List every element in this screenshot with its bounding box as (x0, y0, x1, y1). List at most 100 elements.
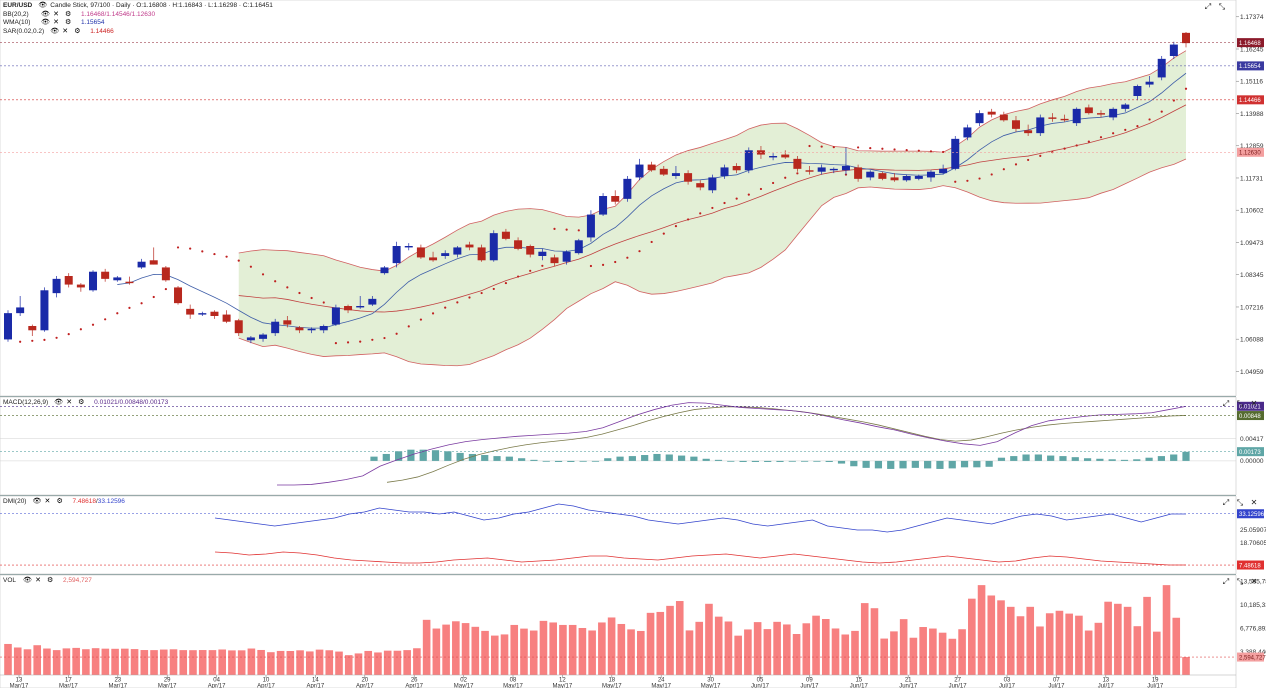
y-tick-label: 1.16245 (1240, 46, 1264, 53)
candle-body (890, 177, 899, 181)
volume-bar (23, 649, 32, 675)
volume-bar (821, 618, 830, 675)
gear-icon[interactable]: ⚙ (74, 27, 81, 35)
candle-body (344, 306, 353, 311)
macd-histogram-bar (456, 452, 464, 461)
y-tick-label: 1.04959 (1240, 369, 1264, 376)
candle-body (101, 271, 110, 279)
gear-icon[interactable]: ⚙ (65, 19, 72, 27)
sar-dot (529, 269, 532, 272)
x-tick-month: May/17 (602, 684, 622, 689)
gear-icon[interactable]: ⚙ (78, 399, 85, 407)
volume-bar (344, 655, 353, 675)
macd-histogram-bar (616, 456, 624, 461)
gear-icon[interactable]: ⚙ (65, 10, 72, 18)
eye-icon[interactable]: 👁 (41, 19, 50, 27)
volume-bar (773, 621, 781, 675)
sar-dot (601, 263, 605, 266)
sar-dot (1027, 158, 1030, 162)
x-tick-month: Jul/17 (1048, 684, 1065, 689)
sar-dot (942, 150, 945, 154)
indicator-name-bb: BB(20,2) (3, 10, 29, 18)
close-icon[interactable]: ✕ (62, 27, 69, 35)
x-tick-day: 04 (213, 678, 220, 684)
sar-dot (541, 264, 544, 267)
y-tick-label: 1.15116 (1240, 79, 1263, 86)
close-icon[interactable]: ✕ (35, 577, 41, 585)
close-icon[interactable]: ✕ (53, 10, 59, 18)
gear-icon[interactable]: ⚙ (47, 577, 54, 585)
close-icon[interactable]: ✕ (1250, 399, 1258, 408)
candle-body (1072, 108, 1081, 124)
restore-icon[interactable]: ⤡ (1218, 2, 1226, 11)
expand-icon[interactable]: ⤢ (1204, 2, 1212, 11)
candle-body (817, 167, 826, 172)
volume-bar (218, 649, 226, 675)
macd-histogram-bar (1182, 451, 1190, 461)
candle-body (76, 284, 85, 288)
minimize-icon[interactable]: ⤡ (1236, 399, 1244, 408)
volume-bar (559, 624, 567, 675)
volume-bar (724, 621, 733, 675)
volume-bar (890, 631, 898, 675)
eye-icon[interactable]: 👁 (50, 27, 60, 35)
pane-divider[interactable] (0, 495, 1236, 496)
volume-bar (111, 648, 119, 675)
candle-body (1011, 120, 1020, 129)
eye-icon[interactable]: 👁 (54, 399, 64, 407)
candle-body (781, 154, 790, 158)
gear-icon[interactable]: ⚙ (56, 498, 63, 506)
volume-bar (267, 652, 275, 675)
close-icon[interactable]: ✕ (66, 399, 73, 407)
close-icon[interactable]: ✕ (53, 19, 59, 27)
eye-icon[interactable]: 👁 (38, 2, 48, 10)
sar-dot (1002, 168, 1005, 171)
pane-divider[interactable] (0, 574, 1236, 575)
volume-bar (598, 622, 606, 675)
minimize-icon[interactable]: ⤡ (1236, 498, 1244, 507)
dmi-pane-controls: ⤢ ⤡ ✕ (1222, 498, 1258, 508)
candle-body (987, 111, 996, 115)
volume-bar (763, 629, 772, 675)
x-tick-day: 05 (757, 678, 764, 684)
macd-histogram-bar (1083, 458, 1092, 461)
pane-divider[interactable] (0, 396, 1236, 397)
x-tick-day: 13 (16, 678, 23, 684)
y-tick-label: 1.12859 (1240, 143, 1264, 150)
maximize-icon[interactable]: ⤢ (1222, 498, 1230, 507)
candle-body (1121, 104, 1130, 109)
x-tick-month: Jun/17 (899, 684, 918, 689)
candle-body (635, 164, 644, 178)
candle-body (1169, 44, 1178, 56)
candle-body (951, 138, 960, 169)
eye-icon[interactable]: 👁 (41, 10, 50, 18)
price-tag-bg (1237, 61, 1264, 71)
eye-icon[interactable]: 👁 (23, 577, 32, 585)
candle-body (1084, 107, 1093, 114)
dmi-minus-line (214, 551, 1186, 566)
candle-body (1157, 58, 1166, 78)
minimize-icon[interactable]: ⤡ (1236, 577, 1244, 586)
volume-bar (666, 605, 674, 675)
candle-body (1145, 81, 1154, 85)
wma-line (117, 72, 1187, 329)
x-tick-month: Jul/17 (999, 684, 1016, 689)
macd-chart: 0.00417 0.00000 0.01021 0.00848 0.00173 (0, 396, 1264, 496)
close-icon[interactable]: ✕ (1250, 577, 1258, 586)
macd-histogram-bar (370, 456, 378, 461)
sar-dot (164, 287, 167, 291)
dmi-minus-value: 7.48618 (72, 498, 96, 506)
macd-histogram-bar (739, 460, 747, 462)
volume-bar (189, 650, 197, 675)
close-icon[interactable]: ✕ (1250, 498, 1258, 507)
y-tick-label: 0.00000 (1240, 458, 1264, 465)
eye-icon[interactable]: 👁 (32, 498, 42, 506)
maximize-icon[interactable]: ⤢ (1222, 577, 1230, 586)
x-tick-month: May/17 (701, 684, 721, 689)
volume-bar (919, 627, 927, 675)
close-icon[interactable]: ✕ (44, 498, 51, 506)
volume-bar (646, 612, 655, 675)
macd-histogram-bar (948, 460, 956, 469)
sar-dot (31, 339, 34, 342)
maximize-icon[interactable]: ⤢ (1222, 399, 1230, 408)
